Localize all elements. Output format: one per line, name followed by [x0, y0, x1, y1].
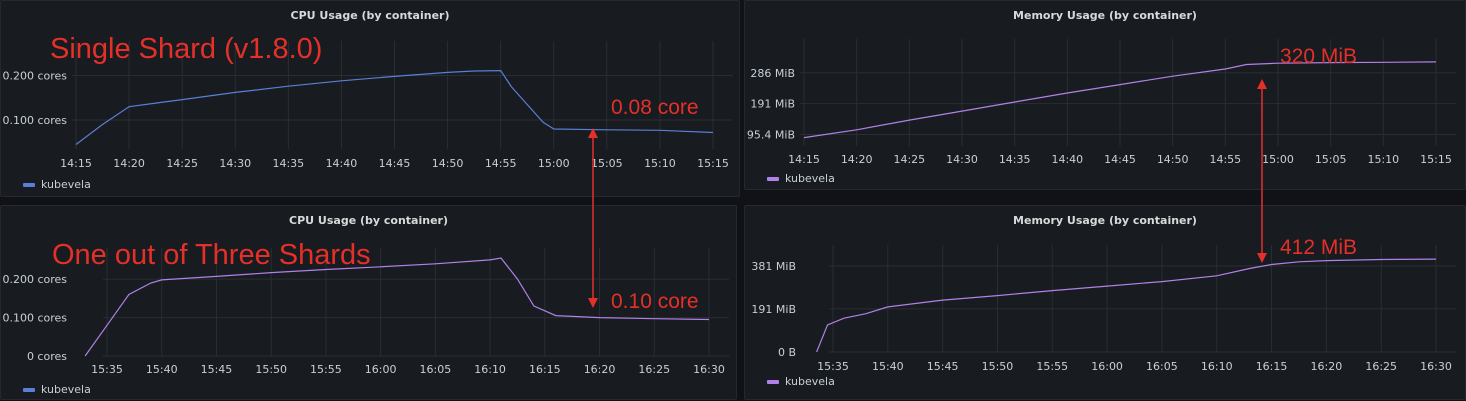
x-tick-label: 15:50: [982, 360, 1014, 373]
x-tick-label: 16:05: [1146, 360, 1178, 373]
legend-swatch: [767, 379, 779, 384]
legend: kubevela: [767, 375, 835, 388]
x-tick-label: 15:45: [927, 360, 959, 373]
series-line-kubevela: [75, 69, 714, 145]
cpu-chart-bottom: 0 cores 0.100 cores 0.200 cores 15:35 15:40 1…: [2, 248, 729, 376]
y-tick-label: 381 MiB: [751, 260, 796, 273]
x-tick-label: 16:20: [584, 363, 616, 376]
memory-single-annotation: 320 MiB: [1280, 45, 1358, 68]
x-tick-label: 14:25: [166, 157, 198, 170]
x-tick-label: 16:20: [1311, 360, 1343, 373]
legend-swatch: [767, 176, 779, 181]
x-tick-label: 14:30: [219, 157, 251, 170]
single-shard-annotation: Single Shard (v1.8.0): [50, 33, 323, 65]
x-tick-label: 14:45: [379, 157, 411, 170]
x-tick-label: 15:45: [201, 363, 233, 376]
x-tick-label: 14:45: [1104, 153, 1136, 166]
x-tick-label: 15:15: [697, 157, 729, 170]
x-tick-label: 14:20: [841, 153, 873, 166]
x-tick-label: 15:05: [591, 157, 623, 170]
x-tick-label: 14:40: [326, 157, 358, 170]
y-tick-label: 0.200 cores: [2, 273, 67, 286]
x-tick-label: 15:10: [644, 157, 676, 170]
y-tick-label: 0 B: [778, 346, 796, 359]
x-tick-label: 14:20: [113, 157, 145, 170]
x-tick-label: 15:15: [1420, 153, 1452, 166]
y-tick-label: 191 MiB: [751, 303, 796, 316]
series-line-kubevela: [803, 61, 1437, 139]
y-tick-label: 0.100 cores: [2, 114, 67, 127]
x-tick-label: 14:25: [893, 153, 925, 166]
x-tick-label: 15:05: [1315, 153, 1347, 166]
legend: kubevela: [23, 178, 91, 191]
three-shards-annotation: One out of Three Shards: [52, 239, 371, 271]
cpu-panel-bottom: CPU Usage (by container) 0 cores 0.100 co…: [0, 205, 737, 400]
x-tick-label: 15:35: [91, 363, 123, 376]
legend-swatch: [23, 387, 35, 392]
x-tick-label: 16:10: [1201, 360, 1233, 373]
legend-label: kubevela: [785, 375, 835, 388]
y-tick-label: 0.200 cores: [2, 70, 67, 83]
x-tick-label: 16:30: [1420, 360, 1452, 373]
x-tick-label: 15:10: [1367, 153, 1399, 166]
x-tick-label: 16:30: [693, 363, 725, 376]
memory-panel-bottom: Memory Usage (by container) 0 B 191 MiB 38…: [744, 205, 1466, 400]
panel-title: CPU Usage (by container): [289, 214, 448, 227]
panel-title: Memory Usage (by container): [1013, 9, 1197, 22]
x-tick-label: 14:55: [1209, 153, 1241, 166]
x-tick-label: 15:50: [255, 363, 287, 376]
memory-chart-bottom: 0 B 191 MiB 381 MiB 15:35 15:40 15:45 15:50 15:…: [751, 245, 1456, 373]
x-tick-label: 14:15: [788, 153, 820, 166]
legend: kubevela: [767, 172, 835, 185]
x-tick-label: 14:50: [1157, 153, 1189, 166]
cpu-sharded-annotation: 0.10 core: [611, 290, 699, 313]
memory-sharded-annotation: 412 MiB: [1280, 236, 1358, 259]
x-tick-label: 14:15: [60, 157, 92, 170]
y-tick-label: 0.100 cores: [2, 312, 67, 325]
x-tick-label: 16:15: [1256, 360, 1288, 373]
y-tick-label: 286 MiB: [750, 67, 795, 80]
memory-panel-top: Memory Usage (by container) 95.4 MiB 191 …: [744, 0, 1466, 190]
x-tick-label: 16:25: [638, 363, 670, 376]
cpu-chart-top: 0.100 cores 0.200 cores 14:15 14:20 14:25 14:…: [2, 41, 733, 170]
cpu-panel-top: CPU Usage (by container) 0.100 cores 0.20…: [0, 0, 740, 197]
y-tick-label: 191 MiB: [750, 98, 795, 111]
cpu-single-annotation: 0.08 core: [611, 96, 699, 119]
series-line-kubevela: [84, 257, 710, 357]
legend-label: kubevela: [41, 178, 91, 191]
x-tick-label: 16:05: [420, 363, 452, 376]
x-tick-label: 15:00: [1262, 153, 1294, 166]
x-tick-label: 15:40: [872, 360, 904, 373]
legend-swatch: [23, 182, 35, 187]
legend: kubevela: [23, 383, 91, 396]
y-tick-label: 0 cores: [27, 350, 67, 363]
legend-label: kubevela: [41, 383, 91, 396]
x-tick-label: 14:50: [432, 157, 464, 170]
x-tick-label: 14:35: [999, 153, 1031, 166]
x-tick-label: 14:55: [485, 157, 517, 170]
x-tick-label: 16:25: [1365, 360, 1397, 373]
legend-label: kubevela: [785, 172, 835, 185]
panel-title: Memory Usage (by container): [1013, 214, 1197, 227]
series-line-kubevela: [816, 258, 1437, 353]
y-tick-label: 95.4 MiB: [747, 129, 795, 142]
x-tick-label: 16:00: [1091, 360, 1123, 373]
memory-chart-top: 95.4 MiB 191 MiB 286 MiB 14:15 14:20 14:25 14:…: [747, 39, 1456, 166]
x-tick-label: 14:30: [946, 153, 978, 166]
panel-title: CPU Usage (by container): [290, 9, 450, 22]
x-tick-label: 16:15: [529, 363, 561, 376]
x-tick-label: 16:10: [474, 363, 506, 376]
x-tick-label: 15:55: [1036, 360, 1068, 373]
x-tick-label: 16:00: [365, 363, 397, 376]
x-tick-label: 14:35: [272, 157, 304, 170]
x-tick-label: 14:40: [1051, 153, 1083, 166]
x-tick-label: 15:55: [310, 363, 342, 376]
x-tick-label: 15:35: [817, 360, 849, 373]
x-tick-label: 15:40: [146, 363, 178, 376]
x-tick-label: 15:00: [538, 157, 570, 170]
